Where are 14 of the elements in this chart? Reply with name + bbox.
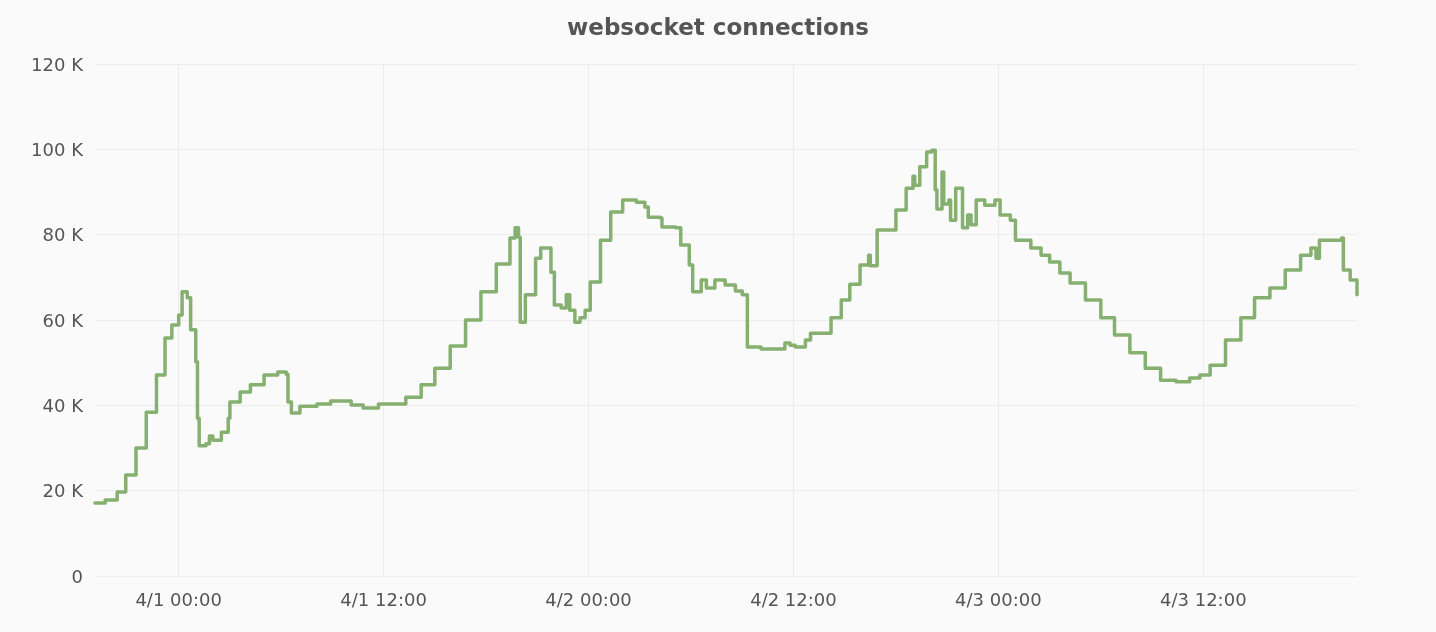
y-tick-label: 100 K (31, 138, 85, 160)
x-tick-label: 4/1 00:00 (135, 588, 222, 610)
x-tick-label: 4/2 12:00 (750, 588, 837, 610)
x-tick-label: 4/3 00:00 (955, 588, 1042, 610)
y-tick-label: 20 K (42, 480, 85, 502)
x-tick-label: 4/1 12:00 (340, 588, 427, 610)
x-tick-label: 4/2 00:00 (545, 588, 632, 610)
chart-title: websocket connections (567, 13, 869, 40)
y-tick-label: 40 K (42, 394, 85, 416)
y-tick-label: 60 K (42, 309, 85, 331)
x-tick-label: 4/3 12:00 (1160, 588, 1247, 610)
y-tick-label: 120 K (31, 53, 85, 75)
y-tick-label: 80 K (42, 224, 85, 246)
y-tick-label: 0 (71, 565, 83, 587)
